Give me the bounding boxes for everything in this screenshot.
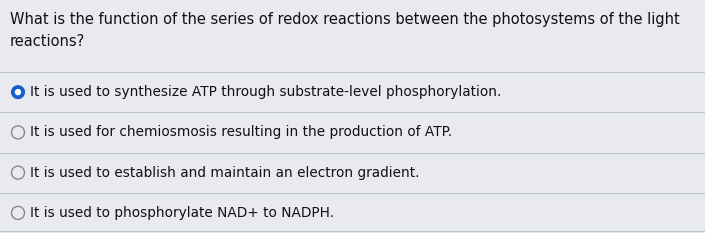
Text: It is used to establish and maintain an electron gradient.: It is used to establish and maintain an … <box>30 166 420 180</box>
Text: It is used to synthesize ATP through substrate-level phosphorylation.: It is used to synthesize ATP through sub… <box>30 85 502 99</box>
Text: It is used to phosphorylate NAD+ to NADPH.: It is used to phosphorylate NAD+ to NADP… <box>30 206 334 220</box>
Text: What is the function of the series of redox reactions between the photosystems o: What is the function of the series of re… <box>10 12 680 27</box>
Text: It is used for chemiosmosis resulting in the production of ATP.: It is used for chemiosmosis resulting in… <box>30 125 453 139</box>
Circle shape <box>11 126 25 139</box>
Circle shape <box>11 86 25 99</box>
Circle shape <box>11 206 25 219</box>
Circle shape <box>16 90 20 95</box>
Text: reactions?: reactions? <box>10 34 85 49</box>
Circle shape <box>11 166 25 179</box>
